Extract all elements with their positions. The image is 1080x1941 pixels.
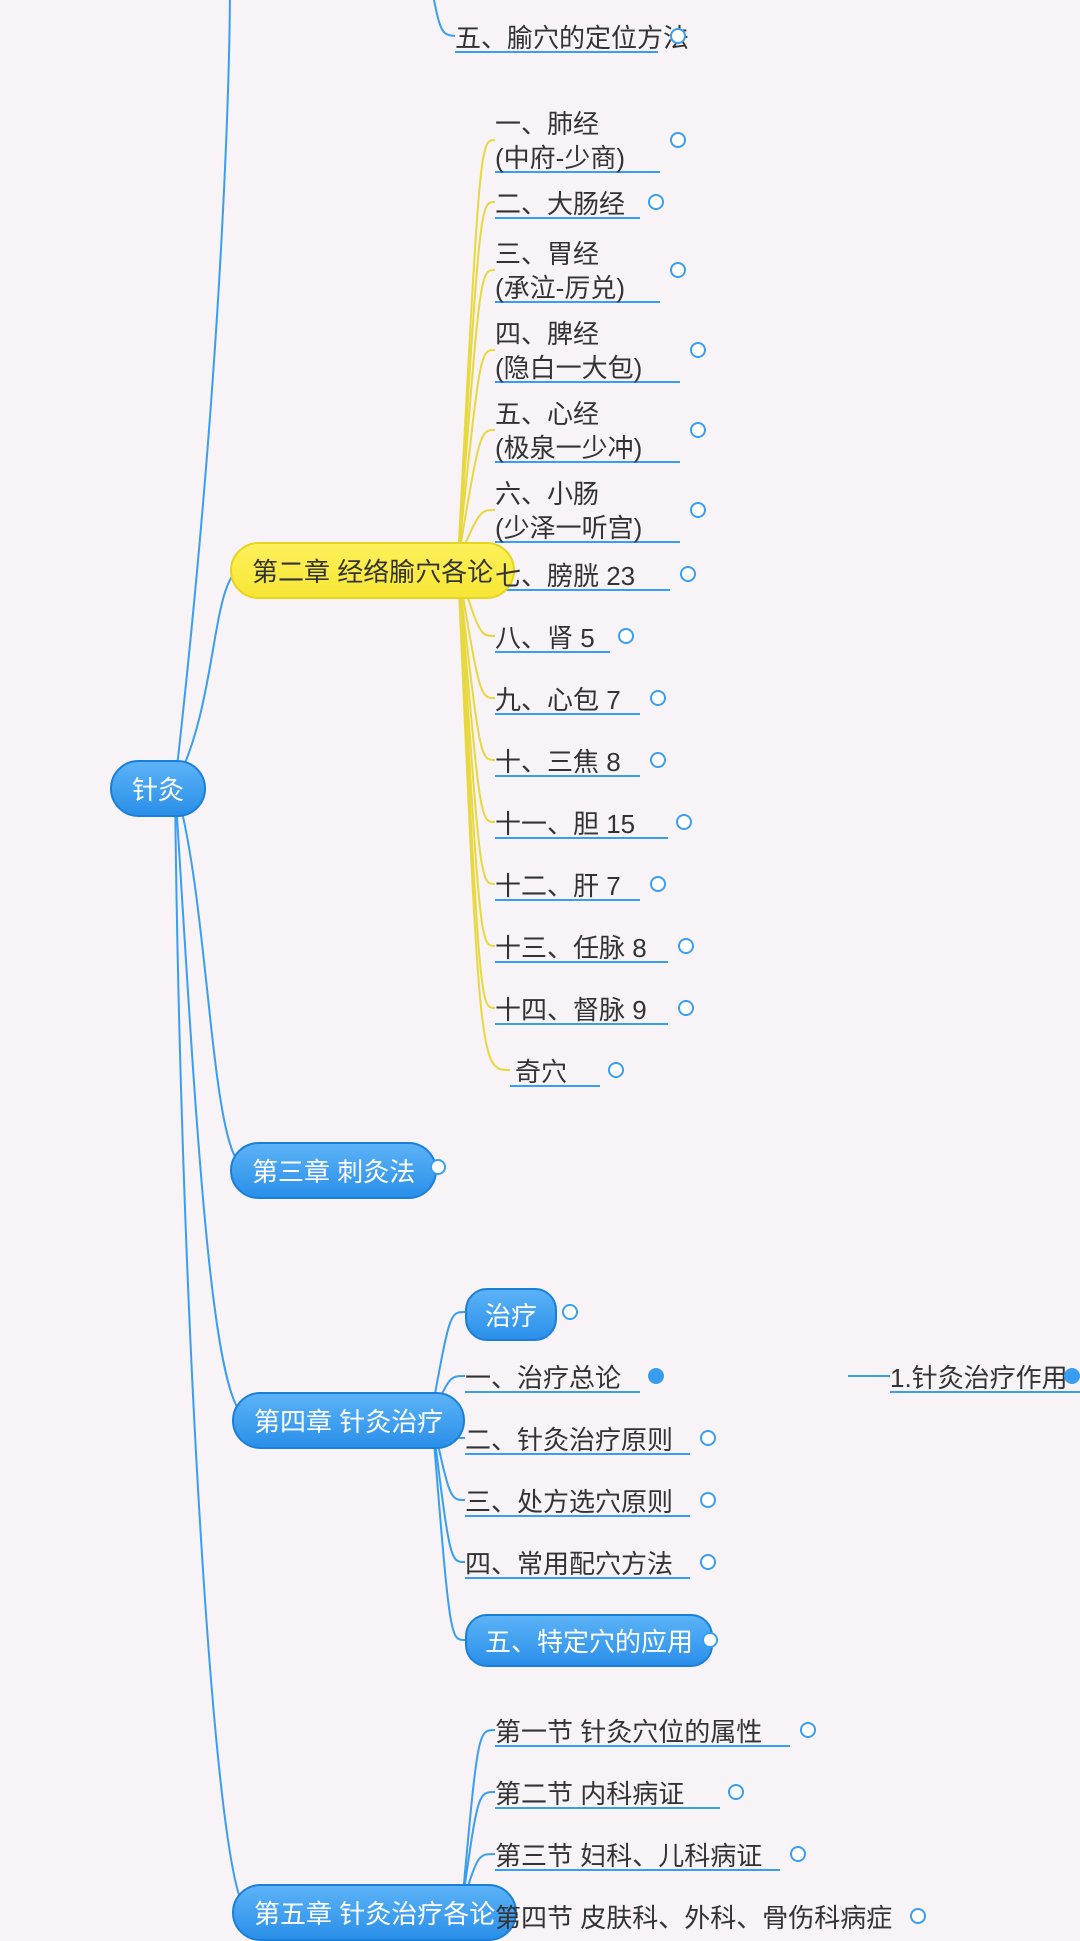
ch3-node[interactable]: 第三章 刺灸法 <box>230 1142 437 1199</box>
ch2-leaf: 三、胃经 (承泣-厉兑) <box>495 238 625 306</box>
expand-icon[interactable] <box>676 814 692 830</box>
expand-icon[interactable] <box>650 690 666 706</box>
ch4-leaf: 二、针灸治疗原则 <box>465 1424 673 1458</box>
ch4-sub-leaf: 1.针灸治疗作用 <box>890 1362 1068 1396</box>
ch2-leaf: 八、肾 5 <box>495 622 595 656</box>
expand-icon[interactable] <box>910 1908 926 1924</box>
ch2-leaf: 一、肺经 (中府-少商) <box>495 108 625 176</box>
expand-icon[interactable] <box>690 422 706 438</box>
ch5-leaf: 第二节 内科病证 <box>495 1778 684 1812</box>
ch5-node[interactable]: 第五章 针灸治疗各论 <box>232 1884 517 1941</box>
expand-icon[interactable] <box>690 502 706 518</box>
ch2-leaf: 五、心经 (极泉一少冲) <box>495 398 642 466</box>
ch4-leaf: 四、常用配穴方法 <box>465 1548 673 1582</box>
expand-icon[interactable] <box>702 1632 718 1648</box>
top-leaf: 五、腧穴的定位方法 <box>455 22 689 56</box>
expand-icon[interactable] <box>618 628 634 644</box>
dot-icon[interactable] <box>648 1368 664 1384</box>
expand-icon[interactable] <box>670 132 686 148</box>
ch2-leaf: 四、脾经 (隐白一大包) <box>495 318 642 386</box>
expand-icon[interactable] <box>800 1722 816 1738</box>
expand-icon[interactable] <box>680 566 696 582</box>
ch2-leaf: 十二、肝 7 <box>495 870 621 904</box>
ch2-leaf: 十、三焦 8 <box>495 746 621 780</box>
ch2-leaf: 二、大肠经 <box>495 188 625 222</box>
ch5-leaf: 第三节 妇科、儿科病证 <box>495 1840 762 1874</box>
expand-icon[interactable] <box>608 1062 624 1078</box>
ch4-leaf: 一、治疗总论 <box>465 1362 621 1396</box>
expand-icon[interactable] <box>650 752 666 768</box>
ch2-node[interactable]: 第二章 经络腧穴各论 <box>230 542 515 599</box>
expand-icon[interactable] <box>670 28 686 44</box>
ch2-leaf: 奇穴 <box>515 1056 567 1090</box>
expand-icon[interactable] <box>678 1000 694 1016</box>
ch4-leaf: 三、处方选穴原则 <box>465 1486 673 1520</box>
expand-icon[interactable] <box>700 1492 716 1508</box>
expand-icon[interactable] <box>650 876 666 892</box>
expand-icon[interactable] <box>728 1784 744 1800</box>
dot-icon[interactable] <box>1064 1368 1080 1384</box>
expand-icon[interactable] <box>562 1304 578 1320</box>
ch2-leaf: 十三、任脉 8 <box>495 932 647 966</box>
ch4-leaf-pill[interactable]: 治疗 <box>465 1288 557 1341</box>
ch2-leaf: 十一、胆 15 <box>495 808 635 842</box>
ch5-leaf: 第四节 皮肤科、外科、骨伤科病症 <box>495 1902 892 1936</box>
expand-icon[interactable] <box>670 262 686 278</box>
expand-icon[interactable] <box>690 342 706 358</box>
expand-icon[interactable] <box>700 1430 716 1446</box>
root-node[interactable]: 针灸 <box>110 760 206 817</box>
ch5-leaf: 第一节 针灸穴位的属性 <box>495 1716 762 1750</box>
ch2-leaf: 十四、督脉 9 <box>495 994 647 1028</box>
expand-icon[interactable] <box>678 938 694 954</box>
ch2-leaf: 九、心包 7 <box>495 684 621 718</box>
expand-icon[interactable] <box>790 1846 806 1862</box>
ch2-leaf: 六、小肠 (少泽一听宫) <box>495 478 642 546</box>
expand-icon[interactable] <box>648 194 664 210</box>
ch4-node[interactable]: 第四章 针灸治疗 <box>232 1392 465 1449</box>
expand-icon[interactable] <box>430 1159 446 1175</box>
expand-icon[interactable] <box>700 1554 716 1570</box>
ch4-leaf-pill[interactable]: 五、特定穴的应用 <box>465 1614 713 1667</box>
ch2-leaf: 七、膀胱 23 <box>495 560 635 594</box>
